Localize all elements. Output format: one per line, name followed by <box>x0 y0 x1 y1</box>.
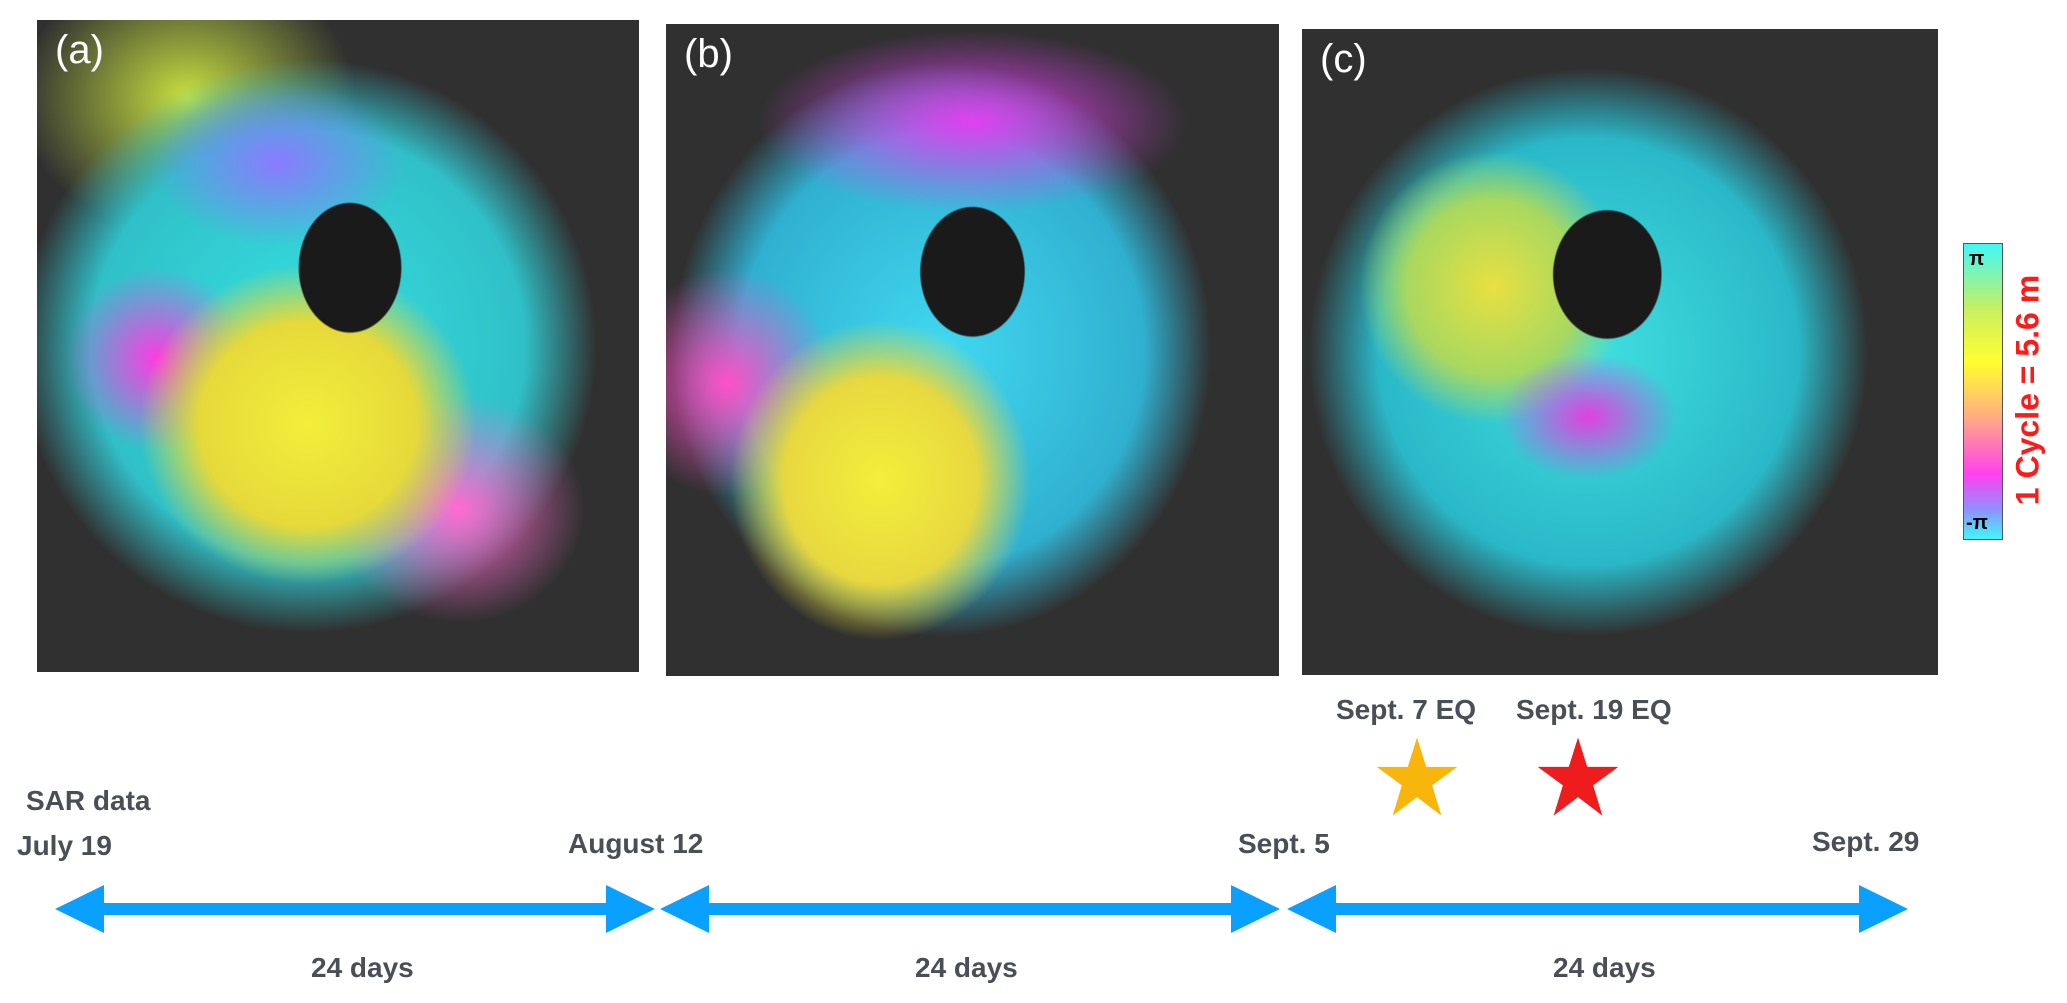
colorbar-top-label: π <box>1969 248 1985 270</box>
colorbar-bottom-label: -π <box>1966 512 1988 534</box>
panel-label-b: (b) <box>684 32 733 76</box>
interferogram-a: (a) <box>37 20 639 672</box>
star-icon-sept-19 <box>1537 737 1619 816</box>
interferogram-b: (b) <box>666 24 1279 676</box>
interval-arrow-3 <box>1287 885 1908 933</box>
panel-label-a: (a) <box>55 28 104 72</box>
interferogram-c: (c) <box>1302 29 1938 675</box>
date-sept-29: Sept. 29 <box>1812 826 1920 857</box>
date-july-19: July 19 <box>17 830 112 861</box>
event-label-sept-19: Sept. 19 EQ <box>1516 694 1672 725</box>
panel-label-c: (c) <box>1320 37 1367 81</box>
interval-label-3: 24 days <box>1553 952 1656 983</box>
date-sept-5: Sept. 5 <box>1238 828 1330 859</box>
date-august-12: August 12 <box>568 828 704 859</box>
phase-colorbar: π -π <box>1963 243 2003 540</box>
interval-arrow-2 <box>660 885 1280 933</box>
timeline-heading: SAR data <box>26 785 151 816</box>
event-label-sept-7: Sept. 7 EQ <box>1336 694 1477 725</box>
star-icon-sept-7 <box>1376 737 1458 816</box>
interval-label-1: 24 days <box>311 952 414 983</box>
interval-arrow-1 <box>55 885 655 933</box>
interval-label-2: 24 days <box>915 952 1018 983</box>
